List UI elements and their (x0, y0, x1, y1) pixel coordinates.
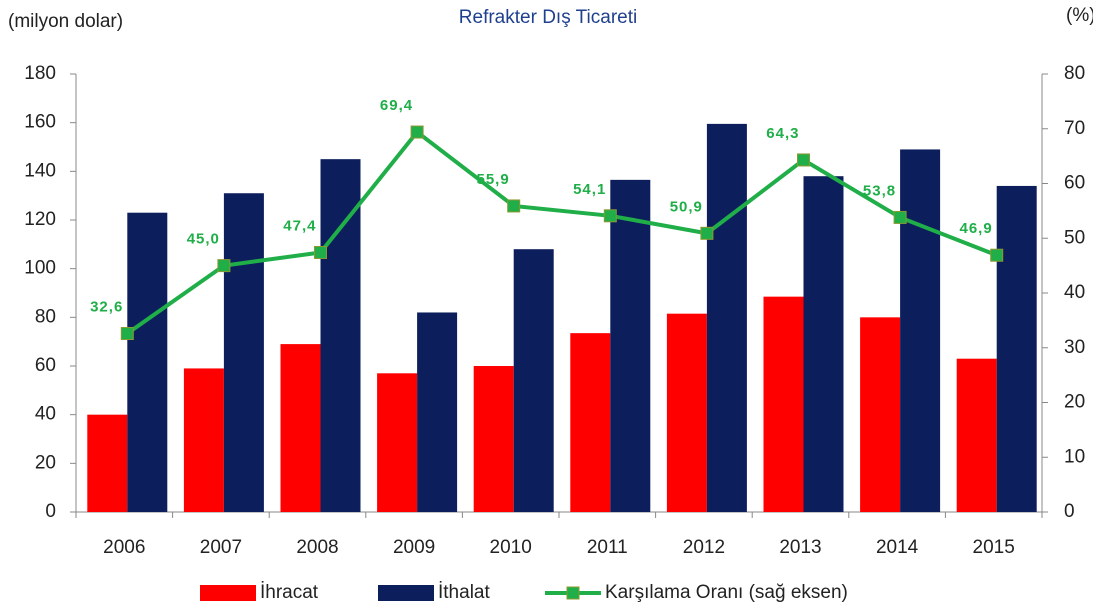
bar (87, 414, 128, 512)
bar (473, 366, 514, 512)
data-label: 54,1 (573, 181, 606, 198)
data-label: 64,3 (766, 125, 799, 142)
bar (610, 179, 651, 512)
data-label: 32,6 (90, 298, 123, 315)
chart-title: Refrakter Dış Ticareti (459, 7, 637, 28)
x-tick-label: 2010 (490, 537, 532, 558)
bar (860, 317, 901, 512)
y2-tick-label: 30 (1064, 337, 1085, 358)
y2-tick-label: 20 (1064, 392, 1085, 413)
bar (417, 312, 458, 512)
x-tick-label: 2011 (587, 537, 628, 558)
bar (900, 149, 941, 512)
x-tick-label: 2009 (393, 537, 435, 558)
legend-swatch (566, 586, 580, 600)
x-tick-label: 2007 (200, 537, 242, 558)
y-tick-label: 140 (24, 160, 56, 181)
data-label: 45,0 (187, 231, 220, 248)
y2-tick-label: 70 (1064, 118, 1085, 139)
y2-axis-label: (%) (1066, 5, 1093, 26)
y-tick-label: 100 (24, 258, 56, 279)
y-tick-label: 0 (45, 501, 56, 522)
bar (956, 358, 997, 512)
y2-tick-label: 50 (1064, 227, 1085, 248)
y2-tick-label: 10 (1064, 446, 1085, 467)
legend-label: Karşılama Oranı (sağ eksen) (605, 582, 848, 603)
y-axis-label: (milyon dolar) (8, 11, 123, 32)
bar (763, 296, 804, 512)
y2-tick-label: 40 (1064, 282, 1085, 303)
y-tick-label: 80 (35, 306, 56, 327)
marker (603, 209, 617, 223)
legend-swatch (200, 585, 256, 601)
y-tick-label: 120 (24, 209, 56, 230)
data-label: 55,9 (476, 171, 509, 188)
marker (893, 210, 907, 224)
bar (223, 193, 264, 512)
marker (410, 125, 424, 139)
x-tick-label: 2006 (103, 537, 145, 558)
marker (120, 327, 134, 341)
marker (700, 226, 714, 240)
legend-swatch (378, 585, 434, 601)
y-tick-label: 40 (35, 404, 56, 425)
line (126, 129, 998, 336)
bar (706, 123, 747, 512)
x-tick-label: 2008 (296, 537, 338, 558)
data-label: 69,4 (380, 97, 413, 114)
bar (377, 373, 418, 512)
bar (666, 313, 707, 512)
y2-tick-label: 80 (1064, 63, 1085, 84)
x-tick-label: 2013 (779, 537, 821, 558)
y-tick-label: 60 (35, 355, 56, 376)
bar (127, 212, 168, 512)
bar (996, 185, 1037, 512)
data-label: 47,4 (283, 217, 316, 234)
y-tick-label: 180 (24, 63, 56, 84)
y2-tick-label: 60 (1064, 173, 1085, 194)
data-label: 46,9 (959, 220, 992, 237)
data-label: 50,9 (670, 198, 703, 215)
data-label: 53,8 (863, 182, 896, 199)
marker (990, 248, 1004, 262)
legend-label: İhracat (260, 582, 319, 603)
marker (507, 199, 521, 213)
bar (803, 176, 844, 512)
x-tick-label: 2014 (876, 537, 919, 558)
marker (314, 245, 327, 259)
y-tick-label: 160 (24, 112, 56, 133)
x-tick-label: 2015 (973, 537, 1015, 558)
y2-tick-label: 0 (1064, 501, 1075, 522)
marker (217, 259, 231, 273)
x-tick-label: 2012 (683, 537, 725, 558)
marker (797, 153, 810, 167)
bar (280, 344, 321, 512)
y-tick-label: 20 (35, 452, 56, 473)
bar (320, 159, 361, 512)
bar (183, 368, 224, 512)
legend-label: İthalat (438, 582, 490, 603)
bar (513, 249, 554, 512)
bar (570, 333, 611, 512)
